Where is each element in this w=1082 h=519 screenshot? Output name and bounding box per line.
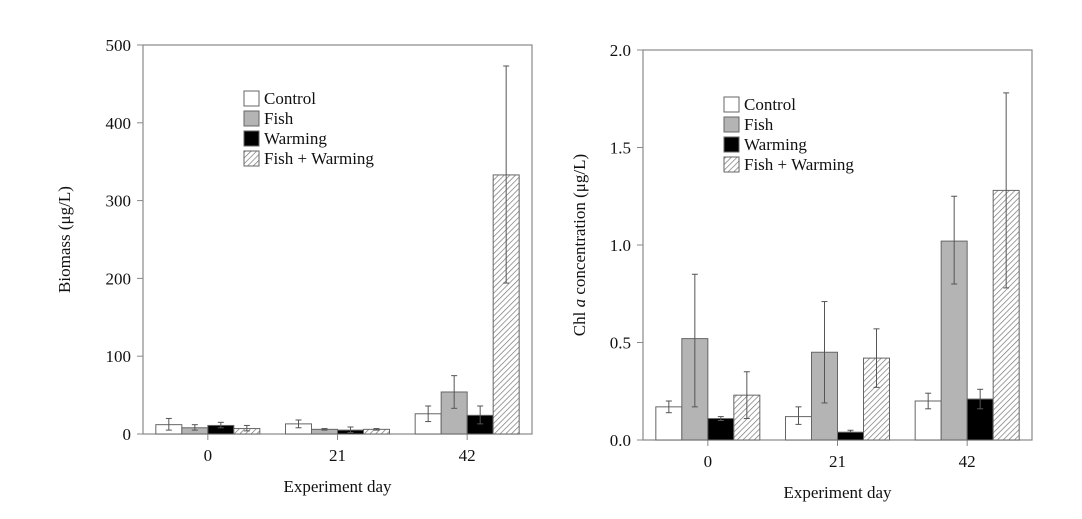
x-tick-label: 42 <box>959 452 976 471</box>
y-tick-label: 200 <box>106 269 132 288</box>
legend-swatch <box>243 130 260 147</box>
y-tick-label: 2.0 <box>610 41 631 60</box>
legend-swatch <box>243 110 260 127</box>
x-axis-label: Experiment day <box>283 477 392 496</box>
y-tick-label: 0.0 <box>610 431 631 450</box>
legend-label: Warming <box>744 135 807 154</box>
y-tick-label: 100 <box>106 347 132 366</box>
legend-label: Fish + Warming <box>264 149 374 168</box>
plot-frame <box>142 44 533 435</box>
legend-swatch <box>723 116 740 133</box>
legend-label: Control <box>744 95 796 114</box>
y-axis-label-part: Chl <box>570 307 589 336</box>
x-axis-label: Experiment day <box>783 483 892 502</box>
y-axis-label: Biomass (μg/L) <box>55 186 74 293</box>
legend-label: Fish <box>744 115 774 134</box>
y-axis-label: Chl a concentration (μg/L) <box>570 154 589 336</box>
legend-label: Fish + Warming <box>744 155 854 174</box>
y-tick-label: 300 <box>106 192 132 211</box>
x-tick-label: 0 <box>704 452 713 471</box>
y-tick-label: 0 <box>123 425 132 444</box>
chart-1: 0 100 200 300 400 500 0 21 42 Experiment day Bioma… <box>55 36 533 496</box>
legend-swatch <box>723 156 740 173</box>
legend-swatch <box>723 136 740 153</box>
y-tick-label: 1.5 <box>610 139 631 158</box>
bar-warming <box>837 431 864 441</box>
legend-swatch <box>243 150 260 167</box>
legend-label: Warming <box>264 129 327 148</box>
chart-2: 0.0 0.5 1.0 1.5 2.0 0 21 42 Experiment day Chl a … <box>570 41 1033 502</box>
legend-label: Fish <box>264 109 294 128</box>
y-tick-label: 0.5 <box>610 334 631 353</box>
y-tick-label: 1.0 <box>610 236 631 255</box>
legend-swatch <box>243 90 260 107</box>
legend-swatch <box>723 96 740 113</box>
bar-warming <box>707 418 735 441</box>
y-tick-label: 500 <box>106 36 132 55</box>
y-tick-label: 400 <box>106 114 132 133</box>
x-tick-label: 42 <box>459 446 476 465</box>
x-tick-label: 21 <box>829 452 846 471</box>
x-tick-label: 21 <box>329 446 346 465</box>
y-axis-label-part: a <box>570 299 589 308</box>
x-tick-label: 0 <box>204 446 213 465</box>
legend-label: Control <box>264 89 316 108</box>
y-axis-label-part: concentration (μg/L) <box>570 154 589 299</box>
